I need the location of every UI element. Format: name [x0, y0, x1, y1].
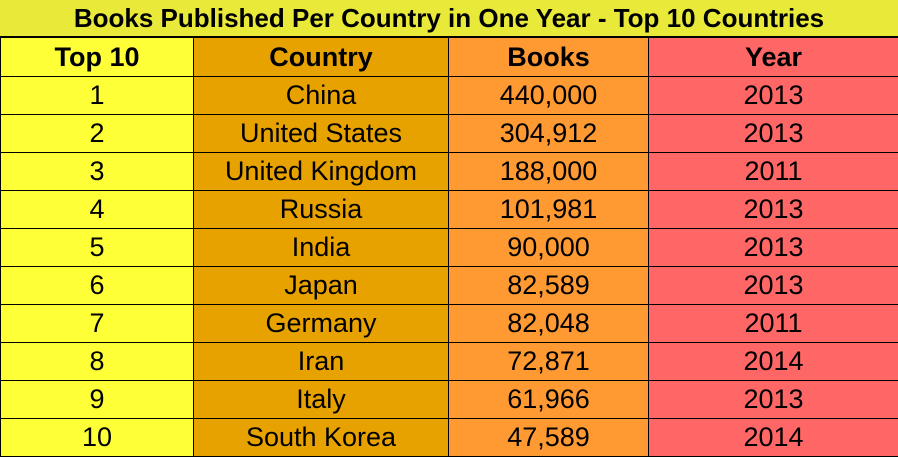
rank-cell: 8	[1, 343, 194, 381]
books-cell: 47,589	[449, 419, 649, 457]
year-cell: 2013	[649, 267, 898, 305]
year-cell: 2013	[649, 191, 898, 229]
books-cell: 82,048	[449, 305, 649, 343]
country-cell: United Kingdom	[194, 153, 449, 191]
country-cell: Russia	[194, 191, 449, 229]
books-cell: 440,000	[449, 77, 649, 115]
country-cell: China	[194, 77, 449, 115]
header-country: Country	[194, 38, 449, 77]
year-cell: 2013	[649, 381, 898, 419]
year-cell: 2013	[649, 229, 898, 267]
country-cell: Italy	[194, 381, 449, 419]
books-cell: 101,981	[449, 191, 649, 229]
rank-cell: 6	[1, 267, 194, 305]
country-cell: United States	[194, 115, 449, 153]
table-header-row: Top 10 Country Books Year	[1, 38, 898, 77]
country-cell: India	[194, 229, 449, 267]
year-cell: 2014	[649, 343, 898, 381]
books-cell: 90,000	[449, 229, 649, 267]
year-cell: 2011	[649, 153, 898, 191]
rank-cell: 2	[1, 115, 194, 153]
country-cell: Iran	[194, 343, 449, 381]
rank-cell: 4	[1, 191, 194, 229]
books-cell: 72,871	[449, 343, 649, 381]
books-cell: 304,912	[449, 115, 649, 153]
country-cell: South Korea	[194, 419, 449, 457]
year-cell: 2013	[649, 77, 898, 115]
year-cell: 2011	[649, 305, 898, 343]
books-cell: 61,966	[449, 381, 649, 419]
rank-cell: 3	[1, 153, 194, 191]
books-cell: 188,000	[449, 153, 649, 191]
rank-cell: 10	[1, 419, 194, 457]
header-books: Books	[449, 38, 649, 77]
header-rank: Top 10	[1, 38, 194, 77]
country-cell: Germany	[194, 305, 449, 343]
rank-cell: 5	[1, 229, 194, 267]
year-cell: 2014	[649, 419, 898, 457]
chart-title: Books Published Per Country in One Year …	[0, 0, 898, 37]
rank-cell: 1	[1, 77, 194, 115]
rank-cell: 7	[1, 305, 194, 343]
rank-cell: 9	[1, 381, 194, 419]
country-cell: Japan	[194, 267, 449, 305]
books-cell: 82,589	[449, 267, 649, 305]
header-year: Year	[649, 38, 898, 77]
year-cell: 2013	[649, 115, 898, 153]
